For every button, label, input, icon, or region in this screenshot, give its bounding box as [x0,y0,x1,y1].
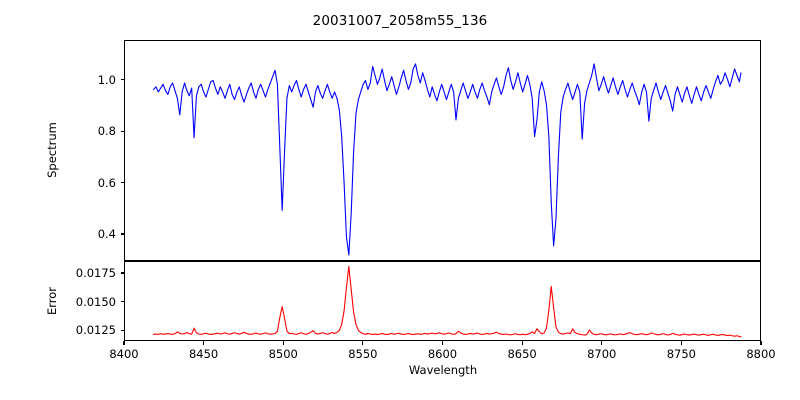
spectrum-y-ticklabel: 0.8 [97,124,116,139]
x-ticklabel: 8550 [348,347,378,361]
error-y-ticklabel: 0.0125 [75,323,116,338]
error-y-tickmark [120,272,124,274]
spectrum-y-ticklabel: 0.4 [97,227,116,242]
chart-title: 20031007_2058m55_136 [312,13,488,29]
x-ticklabel: 8450 [188,347,219,361]
x-ticklabel: 8750 [666,347,697,361]
x-ticklabel: 8700 [587,347,617,361]
x-ticklabel: 8600 [427,347,458,361]
error-axes [124,261,761,341]
x-tickmark [680,341,682,345]
error-y-ticklabel: 0.0175 [75,266,116,280]
spectrum-y-tickmark [120,130,124,132]
x-ticklabel: 8650 [507,347,537,361]
x-tickmark [362,341,364,345]
x-ticklabel: 8800 [746,347,776,361]
wavelength-axis-label: Wavelength [408,363,478,377]
spectrum-line-plot [125,41,760,260]
x-ticklabel: 8400 [109,347,139,361]
x-tickmark [760,341,762,345]
x-tickmark [601,341,603,345]
spectrum-y-tickmark [120,233,124,235]
x-ticklabel: 8500 [268,347,298,361]
x-tickmark [282,341,284,345]
error-line-plot [125,262,760,340]
spectrum-y-tickmark [120,182,124,184]
x-tickmark [441,341,444,345]
spectrum-y-ticklabel: 1.0 [97,72,116,87]
x-tickmark [123,341,125,345]
x-tickmark [521,341,523,345]
error-y-ticklabel: 0.0150 [75,294,116,309]
error-y-tickmark [120,301,124,303]
x-tickmark [203,341,205,345]
error-y-tickmark [120,329,124,331]
spectrum-y-ticklabel: 0.6 [97,175,116,190]
spectrum-axes [124,40,761,261]
spectrum-y-tickmark [120,79,124,81]
